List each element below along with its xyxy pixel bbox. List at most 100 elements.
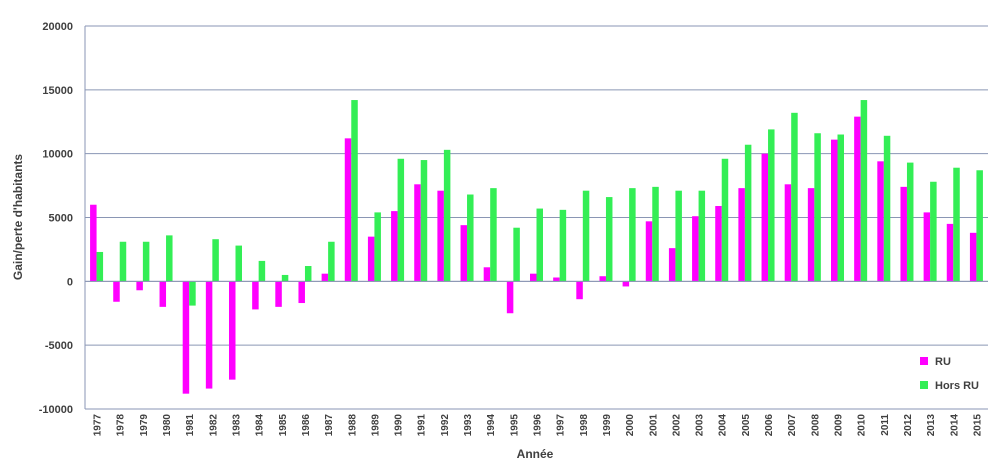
x-tick-label: 1983 xyxy=(232,414,243,437)
y-tick-label: 15000 xyxy=(42,85,73,97)
bar-ru xyxy=(367,236,375,282)
bar-hors-ru xyxy=(189,281,196,306)
bar-hors-ru xyxy=(235,245,242,282)
bar-hors-ru xyxy=(768,129,775,282)
bar-hors-ru xyxy=(142,241,150,282)
legend-label: RU xyxy=(935,356,951,368)
bar-ru xyxy=(784,184,792,282)
bar-ru xyxy=(923,212,931,282)
x-tick-label: 1992 xyxy=(440,414,451,437)
bar-hors-ru xyxy=(791,112,798,282)
x-tick-label: 2008 xyxy=(810,414,821,437)
bar-hors-ru xyxy=(374,212,381,282)
x-tick-label: 1986 xyxy=(301,414,312,437)
bar-hors-ru xyxy=(930,181,937,282)
x-tick-label: 2015 xyxy=(972,414,983,437)
axes xyxy=(84,26,988,409)
x-tick-label: 1988 xyxy=(347,414,358,437)
bar-hors-ru xyxy=(212,239,219,282)
bar-hors-ru xyxy=(675,190,682,282)
bar-ru xyxy=(113,281,120,302)
bar-hors-ru xyxy=(467,194,474,282)
bar-ru xyxy=(692,216,699,282)
x-tick-label: 1978 xyxy=(116,414,127,437)
x-tick-label: 1984 xyxy=(255,414,266,437)
bar-hors-ru xyxy=(906,162,914,282)
bar-hors-ru xyxy=(281,274,289,282)
bar-hors-ru xyxy=(582,190,590,282)
bar-hors-ru xyxy=(490,188,497,282)
bar-hors-ru xyxy=(166,235,173,282)
x-tick-label: 2009 xyxy=(834,414,845,437)
x-tick-label: 1987 xyxy=(324,414,335,437)
bar-ru xyxy=(252,281,259,310)
bar-ru xyxy=(391,211,398,282)
x-tick-label: 2014 xyxy=(949,414,960,437)
legend-swatch xyxy=(920,381,928,389)
x-tick-label: 2003 xyxy=(695,414,706,437)
bar-hors-ru xyxy=(559,209,567,282)
bar-ru xyxy=(414,184,421,282)
x-tick-label: 2006 xyxy=(764,414,775,437)
x-tick-label: 1999 xyxy=(602,414,613,437)
bar-hors-ru xyxy=(513,227,520,282)
bar-ru xyxy=(946,223,954,282)
bar-hors-ru xyxy=(976,170,983,282)
x-tick-label: 1990 xyxy=(394,414,405,437)
bar-ru xyxy=(807,188,815,282)
bar-hors-ru xyxy=(953,167,960,282)
x-tick-label: 1989 xyxy=(370,414,381,437)
x-tick-label: 2007 xyxy=(787,414,798,437)
bar-ru xyxy=(553,277,560,282)
y-tick-label: 0 xyxy=(67,276,73,288)
bar-ru xyxy=(506,281,514,314)
bar-hors-ru xyxy=(698,190,706,282)
x-tick-label: 2002 xyxy=(671,414,682,437)
x-tick-label: 1980 xyxy=(162,414,173,437)
bar-ru xyxy=(90,204,97,282)
bar-hors-ru xyxy=(397,158,405,282)
bar-hors-ru xyxy=(328,241,335,282)
bar-ru xyxy=(854,116,861,282)
x-tick-labels: 1977 1978 1979 1980 1981 1982 1983 1984 1985 1986… xyxy=(93,414,984,437)
x-tick-label: 2000 xyxy=(625,414,636,437)
bar-hors-ru xyxy=(652,186,659,282)
bar-hors-ru xyxy=(744,144,752,282)
bar-hors-ru xyxy=(304,266,312,282)
bar-hors-ru xyxy=(605,197,613,282)
x-tick-label: 1991 xyxy=(417,414,428,437)
bar-ru xyxy=(715,206,722,282)
y-tick-label: 10000 xyxy=(42,149,73,161)
bar-ru xyxy=(969,232,977,282)
bar-ru xyxy=(321,273,329,282)
bar-ru xyxy=(205,281,213,389)
bar-ru xyxy=(900,186,907,282)
bar-hors-ru xyxy=(420,160,428,282)
x-tick-label: 1997 xyxy=(556,414,567,437)
x-tick-label: 1994 xyxy=(486,414,497,437)
y-tick-label: 20000 xyxy=(42,21,73,33)
bar-ru xyxy=(645,221,653,282)
bar-ru xyxy=(136,281,143,291)
bar-ru xyxy=(460,225,468,282)
y-tick-label: 5000 xyxy=(49,213,73,225)
bar-ru xyxy=(599,276,606,282)
x-tick-label: 1982 xyxy=(208,414,219,437)
bar-ru xyxy=(761,153,769,282)
bar-ru xyxy=(622,281,630,287)
bar-ru xyxy=(483,267,491,282)
bar-hors-ru xyxy=(814,133,821,282)
bar-ru xyxy=(182,281,190,394)
bar-ru xyxy=(831,139,838,282)
y-tick-labels: -10000 -5000 0 5000 10000 15000 20000 xyxy=(39,21,73,416)
y-tick-label: -5000 xyxy=(45,340,73,352)
bar-ru xyxy=(229,281,236,380)
y-axis-label: Gain/perte d'habitants xyxy=(11,154,25,281)
legend-label: Hors RU xyxy=(935,380,979,392)
bar-hors-ru xyxy=(536,208,543,282)
x-tick-label: 1985 xyxy=(278,414,289,437)
x-tick-label: 1993 xyxy=(463,414,474,437)
bar-hors-ru xyxy=(258,260,266,282)
x-tick-label: 2005 xyxy=(741,414,752,437)
y-tick-label: -10000 xyxy=(39,404,73,416)
